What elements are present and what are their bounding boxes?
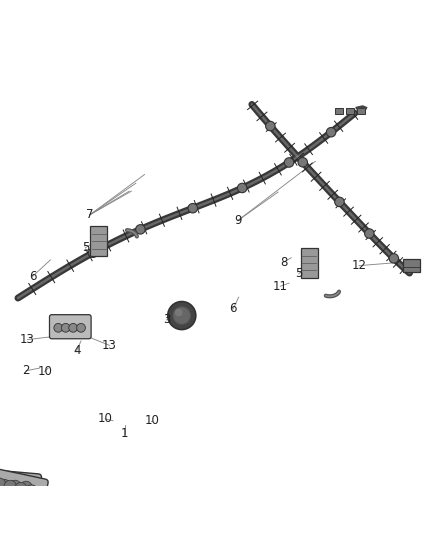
Circle shape (25, 485, 38, 497)
FancyBboxPatch shape (49, 314, 91, 339)
Circle shape (0, 478, 6, 490)
Circle shape (188, 204, 198, 213)
Text: 7: 7 (86, 208, 94, 221)
Bar (403, 260, 420, 272)
Text: 6: 6 (229, 303, 237, 316)
Text: 4: 4 (73, 344, 81, 357)
Circle shape (88, 248, 98, 257)
Text: 10: 10 (37, 365, 52, 378)
Circle shape (298, 158, 307, 167)
Circle shape (54, 324, 63, 332)
Text: 5: 5 (82, 241, 89, 254)
Circle shape (168, 302, 196, 329)
Text: 2: 2 (22, 364, 30, 377)
Text: 3: 3 (163, 313, 170, 326)
Circle shape (20, 481, 32, 494)
Circle shape (175, 309, 182, 316)
Circle shape (77, 324, 85, 332)
Text: 9: 9 (234, 214, 242, 227)
Text: 5: 5 (295, 268, 302, 280)
FancyBboxPatch shape (0, 465, 48, 507)
Circle shape (364, 229, 374, 238)
Circle shape (69, 324, 78, 332)
Bar (346, 108, 354, 114)
Circle shape (284, 158, 294, 167)
Text: 12: 12 (352, 259, 367, 272)
Circle shape (136, 224, 145, 234)
Circle shape (326, 127, 336, 137)
Circle shape (173, 307, 191, 324)
Circle shape (0, 479, 11, 491)
FancyBboxPatch shape (0, 468, 42, 503)
Text: 1: 1 (121, 427, 129, 440)
Text: 11: 11 (273, 280, 288, 293)
Circle shape (4, 480, 16, 492)
Circle shape (15, 482, 27, 495)
Bar (335, 108, 343, 114)
Circle shape (9, 480, 21, 492)
Text: 13: 13 (20, 333, 35, 346)
Text: 13: 13 (102, 339, 117, 352)
Circle shape (61, 324, 70, 332)
Circle shape (335, 197, 344, 207)
Bar (301, 248, 318, 278)
Circle shape (265, 122, 275, 131)
Bar (357, 108, 365, 114)
Circle shape (389, 254, 399, 263)
Text: 10: 10 (145, 414, 160, 427)
Bar (90, 226, 107, 256)
Text: 8: 8 (280, 256, 287, 269)
Text: 10: 10 (98, 413, 113, 425)
Circle shape (237, 183, 247, 193)
Text: 6: 6 (29, 270, 37, 282)
